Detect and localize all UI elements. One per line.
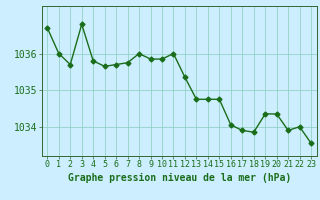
X-axis label: Graphe pression niveau de la mer (hPa): Graphe pression niveau de la mer (hPa) xyxy=(68,173,291,183)
